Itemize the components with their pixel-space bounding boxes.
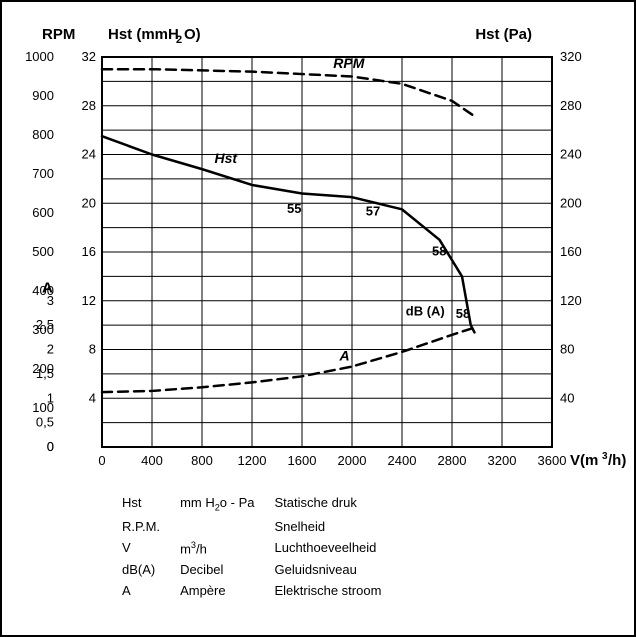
- legend-cell: [180, 516, 274, 537]
- legend-cell: Elektrische stroom: [274, 580, 401, 601]
- svg-text:1000: 1000: [25, 49, 54, 64]
- legend-cell: Statische druk: [274, 492, 401, 516]
- svg-text:Hst (Pa): Hst (Pa): [475, 26, 532, 43]
- legend-cell: V: [122, 537, 180, 559]
- svg-text:1600: 1600: [288, 453, 317, 468]
- svg-text:20: 20: [82, 195, 96, 210]
- legend-row: R.P.M. Snelheid: [122, 516, 401, 537]
- svg-text:O): O): [184, 26, 201, 43]
- svg-text:2400: 2400: [388, 453, 417, 468]
- svg-text:800: 800: [32, 127, 54, 142]
- svg-text:120: 120: [560, 293, 582, 308]
- svg-text:Hst (mmH: Hst (mmH: [108, 26, 179, 43]
- svg-text:Hst: Hst: [215, 150, 239, 166]
- legend-cell: m3/h: [180, 537, 274, 559]
- legend-cell: R.P.M.: [122, 516, 180, 537]
- svg-text:A: A: [339, 348, 350, 364]
- svg-text:12: 12: [82, 293, 96, 308]
- svg-text:RPM: RPM: [42, 26, 75, 43]
- svg-text:2: 2: [47, 342, 54, 357]
- svg-text:V(m: V(m: [570, 452, 598, 469]
- svg-text:55: 55: [287, 201, 301, 216]
- svg-text:600: 600: [32, 205, 54, 220]
- svg-text:4: 4: [89, 390, 96, 405]
- svg-text:8: 8: [89, 342, 96, 357]
- svg-text:/h): /h): [608, 452, 626, 469]
- svg-text:1200: 1200: [238, 453, 267, 468]
- svg-text:0,5: 0,5: [36, 415, 54, 430]
- legend-table: Hstmm H2o - PaStatische drukR.P.M.Snelhe…: [122, 492, 401, 601]
- legend-cell: Luchthoeveelheid: [274, 537, 401, 559]
- svg-text:500: 500: [32, 244, 54, 259]
- legend-row: dB(A)DecibelGeluidsniveau: [122, 559, 401, 580]
- svg-text:320: 320: [560, 49, 582, 64]
- svg-text:40: 40: [560, 390, 574, 405]
- svg-text:900: 900: [32, 88, 54, 103]
- svg-text:32: 32: [82, 49, 96, 64]
- svg-text:700: 700: [32, 166, 54, 181]
- svg-text:57: 57: [366, 203, 380, 218]
- legend-cell: A: [122, 580, 180, 601]
- svg-text:28: 28: [82, 98, 96, 113]
- svg-text:0: 0: [98, 453, 105, 468]
- chart-frame: 0400800120016002000240028003200360048121…: [0, 0, 636, 637]
- legend-cell: Ampère: [180, 580, 274, 601]
- svg-text:160: 160: [560, 244, 582, 259]
- svg-text:A: A: [42, 280, 53, 297]
- svg-text:58: 58: [432, 244, 446, 259]
- svg-text:800: 800: [191, 453, 213, 468]
- svg-text:16: 16: [82, 244, 96, 259]
- legend-row: Hstmm H2o - PaStatische druk: [122, 492, 401, 516]
- svg-text:3200: 3200: [488, 453, 517, 468]
- svg-text:80: 80: [560, 342, 574, 357]
- svg-text:2: 2: [176, 34, 182, 46]
- legend-cell: Geluidsniveau: [274, 559, 401, 580]
- legend-cell: Decibel: [180, 559, 274, 580]
- legend-cell: dB(A): [122, 559, 180, 580]
- legend-cell: Hst: [122, 492, 180, 516]
- fan-performance-chart: 0400800120016002000240028003200360048121…: [2, 2, 634, 482]
- svg-text:24: 24: [82, 147, 96, 162]
- svg-text:2000: 2000: [338, 453, 367, 468]
- svg-text:0: 0: [47, 439, 54, 454]
- svg-text:3600: 3600: [538, 453, 567, 468]
- legend-row: Vm3/hLuchthoeveelheid: [122, 537, 401, 559]
- legend-cell: Snelheid: [274, 516, 401, 537]
- svg-text:1: 1: [47, 390, 54, 405]
- legend-cell: mm H2o - Pa: [180, 492, 274, 516]
- svg-text:280: 280: [560, 98, 582, 113]
- svg-text:2800: 2800: [438, 453, 467, 468]
- svg-text:240: 240: [560, 147, 582, 162]
- legend-row: AAmpèreElektrische stroom: [122, 580, 401, 601]
- svg-text:dB (A): dB (A): [406, 303, 445, 318]
- svg-text:2,5: 2,5: [36, 317, 54, 332]
- svg-text:58: 58: [456, 306, 470, 321]
- svg-text:RPM: RPM: [333, 55, 364, 71]
- svg-text:200: 200: [560, 195, 582, 210]
- svg-text:1,5: 1,5: [36, 366, 54, 381]
- svg-text:400: 400: [141, 453, 163, 468]
